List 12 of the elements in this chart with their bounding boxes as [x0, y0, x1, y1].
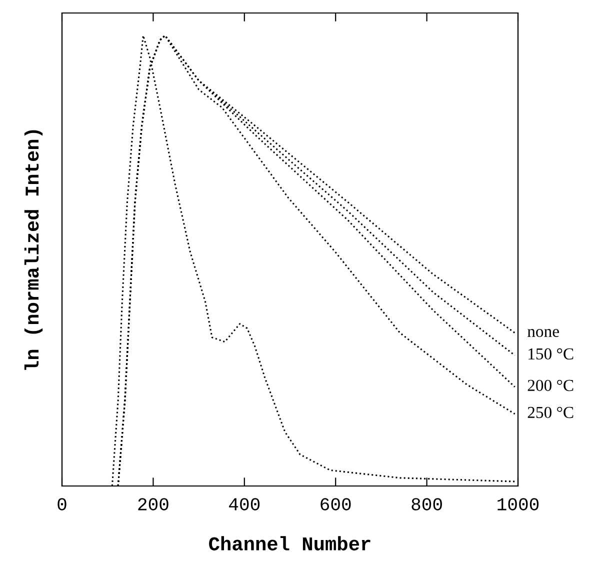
x-tick-label: 800	[412, 498, 442, 510]
series-label: 150 °C	[528, 348, 574, 360]
x-tick-label: 1000	[498, 498, 539, 510]
x-axis-title: Channel Number	[209, 536, 370, 550]
x-tick-label: 600	[320, 498, 351, 510]
series-label: 250 °C	[528, 406, 574, 418]
x-tick-label: 400	[229, 498, 260, 510]
series-label: 200 °C	[528, 380, 574, 392]
y-axis-title: ln (normalized Inten)	[24, 130, 43, 370]
x-tick-label: 0	[58, 498, 66, 510]
x-tick-label: 200	[138, 498, 168, 510]
series-label: none	[528, 328, 559, 338]
